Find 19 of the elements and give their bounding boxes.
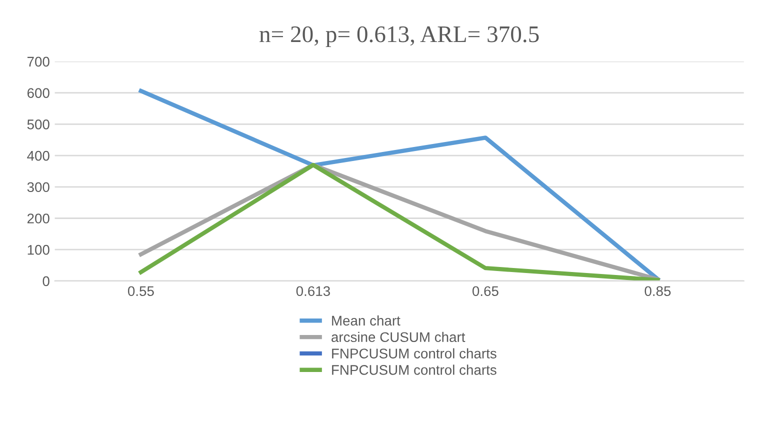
x-tick-label: 0.55 bbox=[128, 286, 154, 296]
legend-label: FNPCUSUM control charts bbox=[332, 364, 496, 375]
legend-label: arcsine CUSUM chart bbox=[332, 332, 466, 342]
y-tick-label: 0 bbox=[42, 276, 50, 286]
y-tick-label: 600 bbox=[27, 88, 50, 98]
x-tick-label: 0.613 bbox=[296, 286, 330, 296]
y-tick-label: 200 bbox=[27, 214, 50, 224]
chart-title: n= 20, p= 0.613, ARL= 370.5 bbox=[260, 26, 539, 48]
legend-label: Mean chart bbox=[332, 315, 400, 326]
x-tick-label: 0.65 bbox=[472, 286, 498, 296]
x-tick-label: 0.85 bbox=[644, 286, 671, 296]
y-tick-label: 500 bbox=[27, 120, 50, 130]
line-series bbox=[138, 162, 660, 281]
y-tick-label: 400 bbox=[27, 150, 50, 161]
y-tick-label: 700 bbox=[27, 56, 50, 67]
line-series bbox=[138, 88, 660, 281]
y-tick-label: 100 bbox=[28, 244, 50, 255]
y-tick-label: 300 bbox=[27, 182, 50, 192]
legend-label: FNPCUSUM control charts bbox=[332, 348, 496, 358]
